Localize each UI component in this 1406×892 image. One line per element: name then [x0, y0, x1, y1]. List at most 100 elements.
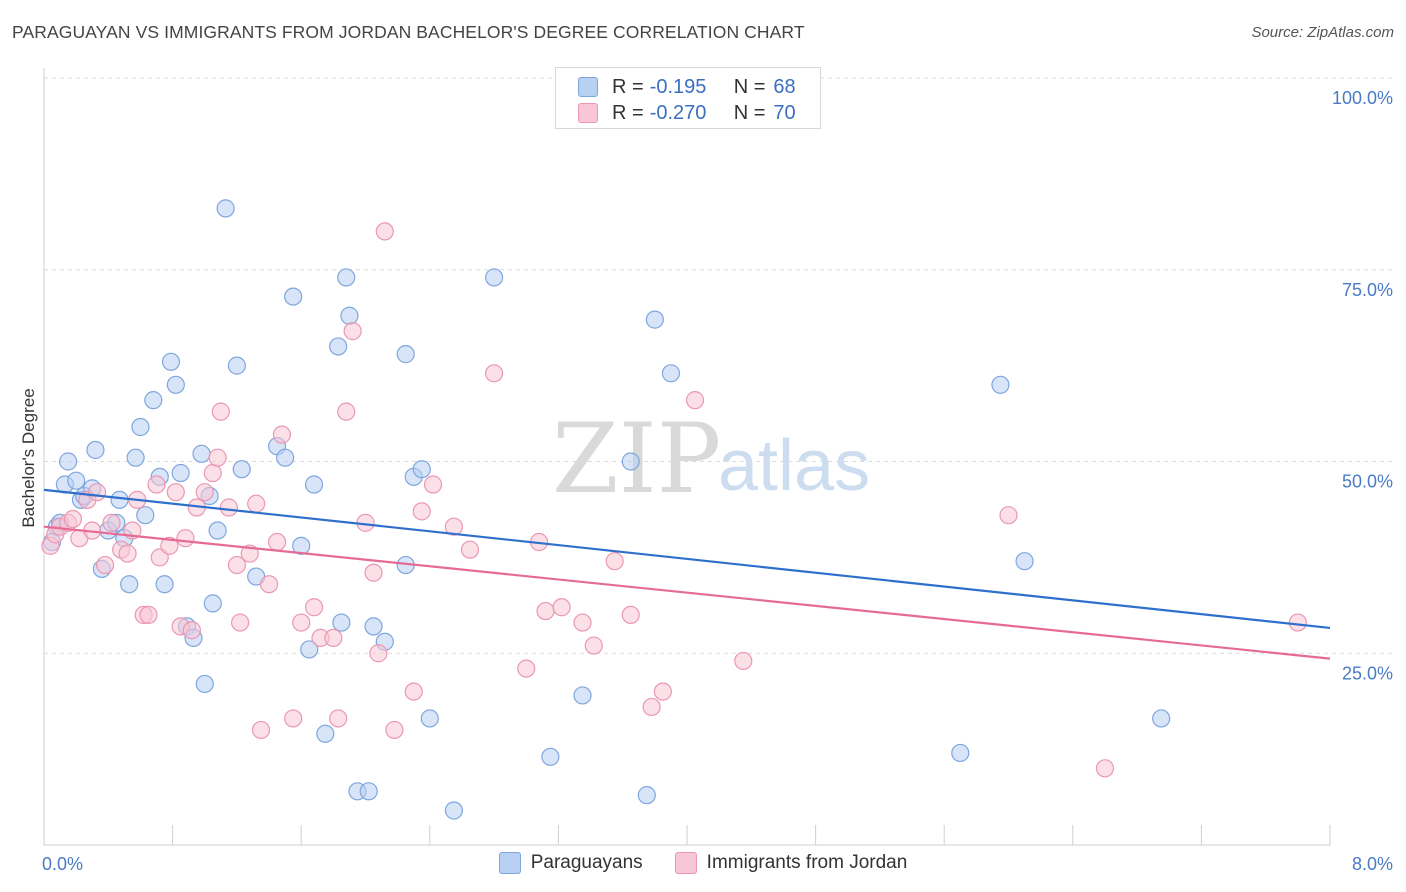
data-point [423, 475, 443, 494]
data-point [337, 268, 356, 287]
trend-lines [43, 488, 1331, 660]
data-point [642, 697, 661, 717]
data-point [118, 544, 137, 563]
r-value: -0.270 [649, 101, 707, 124]
y-tick-label: 25.0% [1342, 663, 1393, 683]
data-point [231, 613, 250, 632]
legend-swatch-blue [498, 852, 521, 874]
data-point [412, 460, 431, 479]
n-label: N = [733, 101, 766, 124]
data-point [343, 322, 362, 341]
r-value: -0.195 [649, 75, 707, 98]
data-point [485, 364, 504, 383]
data-point [685, 391, 705, 410]
stats-row-jordan: R = -0.270 N = 70 [578, 101, 796, 125]
data-point [59, 452, 78, 471]
data-point [176, 529, 195, 548]
data-point [161, 352, 181, 371]
data-point [412, 502, 431, 521]
data-point [329, 709, 348, 728]
data-point [444, 801, 464, 820]
data-point [337, 402, 356, 421]
data-point [304, 475, 324, 494]
data-point [541, 747, 560, 766]
data-point [155, 575, 174, 594]
data-point [329, 337, 348, 356]
data-point [251, 720, 271, 740]
data-point [284, 287, 303, 306]
data-point [991, 375, 1010, 394]
data-point [396, 345, 415, 364]
data-point [359, 782, 378, 801]
data-point [536, 601, 555, 621]
legend-swatch-pink [674, 852, 697, 874]
data-point [999, 506, 1018, 525]
data-point [485, 268, 504, 287]
data-point [517, 659, 536, 678]
data-point [203, 594, 222, 613]
data-point [195, 674, 214, 694]
data-point [247, 494, 266, 513]
data-point [227, 356, 246, 375]
n-label: N = [733, 75, 766, 98]
legend-label-jordan: Immigrants from Jordan [706, 852, 908, 873]
data-point [166, 483, 185, 502]
data-point [216, 199, 235, 218]
data-point [232, 460, 251, 479]
data-point [573, 686, 592, 705]
y-tick-label: 50.0% [1342, 472, 1393, 492]
data-point [267, 532, 287, 552]
data-point [131, 417, 150, 437]
watermark: ZIP atlas [552, 403, 870, 515]
data-point [552, 598, 571, 617]
data-point [160, 536, 179, 555]
data-point [208, 521, 227, 540]
r-label: R = [612, 75, 644, 98]
data-point [1095, 759, 1115, 778]
watermark-atlas: atlas [718, 426, 870, 506]
data-point [460, 540, 480, 559]
data-point [292, 536, 311, 555]
data-point [645, 310, 664, 329]
legend-item-paraguayans: Paraguayans [498, 852, 643, 874]
data-point [375, 222, 394, 241]
data-point [304, 598, 324, 617]
data-point [219, 498, 238, 517]
data-point [364, 563, 383, 582]
data-point [661, 364, 681, 383]
data-point [182, 621, 201, 640]
data-point [734, 651, 753, 671]
data-point [87, 483, 107, 502]
data-point [584, 636, 603, 655]
data-point [444, 517, 464, 536]
tick-labels: 25.0% 50.0% 75.0% 100.0% 0.0% 8.0% [42, 88, 1393, 874]
data-point [102, 513, 121, 532]
y-axis-label: Bachelor's Degree [19, 388, 38, 527]
data-point [621, 452, 640, 471]
data-point [147, 475, 166, 494]
data-point [120, 575, 139, 594]
data-point [1015, 552, 1034, 571]
trend-line [43, 525, 1331, 660]
trend-line [43, 488, 1331, 630]
data-point [195, 483, 214, 502]
legend-label-paraguayans: Paraguayans [530, 852, 643, 873]
data-point [284, 709, 303, 728]
chart-title: PARAGUAYAN VS IMMIGRANTS FROM JORDAN BAC… [12, 22, 805, 42]
data-point [637, 786, 656, 805]
data-point [272, 425, 292, 444]
data-point [67, 471, 86, 490]
series-jordan-points [41, 222, 1307, 778]
stats-legend: R = -0.195 N = 68 R = -0.270 N = 70 [555, 67, 821, 129]
r-label: R = [612, 101, 644, 124]
y-tick-label: 100.0% [1332, 88, 1393, 108]
data-point [385, 720, 404, 740]
data-point [605, 552, 624, 571]
gridlines [44, 77, 1392, 654]
n-value: 70 [773, 101, 796, 124]
series-legend: Paraguayans Immigrants from Jordan [0, 852, 1406, 874]
data-point [211, 402, 230, 421]
data-point [369, 644, 388, 663]
legend-swatch-blue [578, 77, 598, 97]
data-point [1288, 613, 1307, 632]
